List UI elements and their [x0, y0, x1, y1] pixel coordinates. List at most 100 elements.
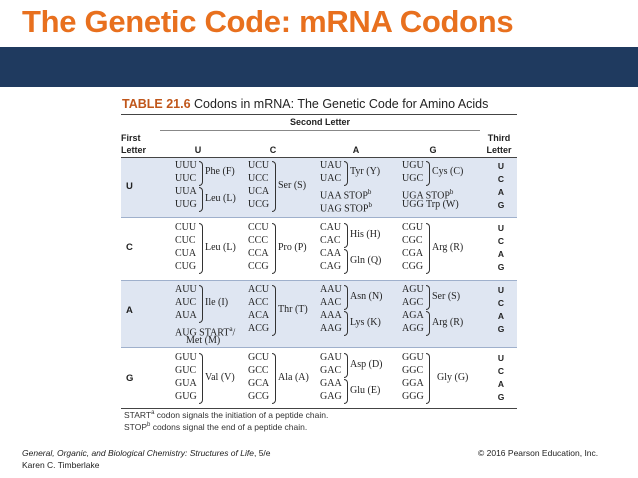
amino-acid-label: Ser (S)	[278, 180, 307, 191]
row-a-background	[121, 280, 517, 347]
codon: GCG	[248, 391, 270, 402]
codon-text: UGA STOP	[402, 190, 450, 202]
first-letter-u: U	[126, 181, 133, 192]
codon: GGC	[402, 365, 424, 376]
codon-group-brace	[272, 353, 276, 404]
amino-acid-label: His (H)	[350, 229, 381, 240]
footnote-start: STARTa codon signals the initiation of a…	[124, 410, 328, 420]
amino-acid-label: Gly (G)	[437, 372, 469, 383]
codon: CAU	[320, 222, 342, 233]
codon: ACA	[248, 310, 270, 321]
codon: CGC	[402, 235, 423, 246]
third-letter: G	[497, 324, 505, 334]
codon-start: AUG STARTa/	[175, 325, 236, 339]
book-edition: , 5/e	[253, 448, 271, 458]
codon: UCU	[248, 160, 270, 171]
third-letter: A	[497, 249, 505, 259]
codon: CGU	[402, 222, 424, 233]
codon: GCA	[248, 378, 270, 389]
codon: CUG	[175, 261, 197, 272]
codon-group-brace	[199, 285, 203, 323]
stop-superscript: b	[368, 201, 372, 209]
codon: AAU	[320, 284, 342, 295]
codon: GUG	[175, 391, 197, 402]
amino-acid-label: Arg (R)	[432, 317, 464, 328]
third-letter: C	[497, 236, 505, 246]
first-letter-heading-2: Letter	[121, 145, 147, 155]
third-letter: C	[497, 298, 505, 308]
first-letter-heading-1: First	[121, 133, 141, 143]
codon-group-brace	[426, 285, 430, 310]
copyright: © 2016 Pearson Education, Inc.	[478, 448, 599, 458]
amino-acid-label: Thr (T)	[278, 304, 308, 315]
codon-group-brace	[344, 249, 348, 274]
codon: CUC	[175, 235, 196, 246]
codon: GCU	[248, 352, 270, 363]
codon-group-brace	[344, 161, 348, 186]
codon: CAG	[320, 261, 342, 272]
codon-group-brace	[344, 311, 348, 336]
amino-acid-label: Ser (S)	[432, 291, 461, 302]
footnote-stop-word: STOP	[124, 422, 147, 432]
codon: AGG	[402, 323, 424, 334]
codon-group-brace	[344, 223, 348, 248]
first-letter-a: A	[126, 305, 133, 316]
codon: AGC	[402, 297, 424, 308]
codon: AAG	[320, 323, 342, 334]
amino-acid-label: Phe (F)	[205, 166, 235, 177]
row-separator	[121, 347, 517, 348]
row-separator	[121, 217, 517, 218]
codon: CAA	[320, 248, 342, 259]
codon: AAA	[320, 310, 342, 321]
first-letter-g: G	[126, 373, 134, 384]
footnote-start-sup: a	[151, 410, 155, 417]
codon: AUA	[175, 310, 197, 321]
codon: UUC	[175, 173, 197, 184]
codon: AGA	[402, 310, 424, 321]
stop-superscript: b	[367, 188, 372, 196]
codon-text: UAG STOP	[320, 203, 369, 215]
third-letter: G	[497, 392, 505, 402]
codon-group-brace	[426, 161, 430, 186]
codon: GAA	[320, 378, 342, 389]
first-letter-c: C	[126, 242, 133, 253]
codon: GGA	[402, 378, 424, 389]
third-letter: G	[497, 200, 505, 210]
table-caption: Codons in mRNA: The Genetic Code for Ami…	[194, 97, 489, 111]
second-letter-heading: Second Letter	[289, 117, 350, 127]
codon: GAG	[320, 391, 342, 402]
author-credit: Karen C. Timberlake	[22, 460, 100, 470]
third-letter: U	[497, 285, 505, 295]
codon: ACC	[248, 297, 269, 308]
footnote-start-text: codon signals the initiation of a peptid…	[154, 410, 329, 420]
header-bottom-rule	[121, 157, 517, 158]
third-letter: U	[497, 161, 505, 171]
codon-group-brace	[272, 161, 276, 212]
table-top-rule	[121, 114, 517, 115]
footnote-stop: STOPb codons signal the end of a peptide…	[124, 422, 307, 432]
codon-stop: UAA STOPb	[320, 186, 371, 202]
codon-stop: UGA STOPb	[402, 186, 453, 202]
third-letter: A	[497, 379, 505, 389]
codon: GUA	[175, 378, 197, 389]
codon: UUU	[175, 160, 197, 171]
amino-acid-label: Val (V)	[205, 372, 235, 383]
amino-acid-label: Ala (A)	[278, 372, 309, 383]
codon-group-brace	[426, 223, 430, 274]
codon: CCA	[248, 248, 269, 259]
codon: CCC	[248, 235, 269, 246]
stop-superscript: b	[449, 188, 454, 196]
codon: GGG	[402, 391, 424, 402]
footnote-stop-sup: b	[147, 422, 151, 429]
codon: UUG	[175, 199, 197, 210]
codon-group-brace	[344, 379, 348, 404]
third-letter: A	[497, 187, 505, 197]
codon: CUA	[175, 248, 197, 259]
codon: ACG	[248, 323, 270, 334]
codon: AUC	[175, 297, 197, 308]
column-heading-c: C	[269, 145, 277, 155]
amino-acid-label: Leu (L)	[205, 242, 236, 253]
codon: UAU	[320, 160, 342, 171]
codon-text: AUG START	[175, 327, 230, 339]
amino-acid-label: Glu (E)	[350, 385, 381, 396]
